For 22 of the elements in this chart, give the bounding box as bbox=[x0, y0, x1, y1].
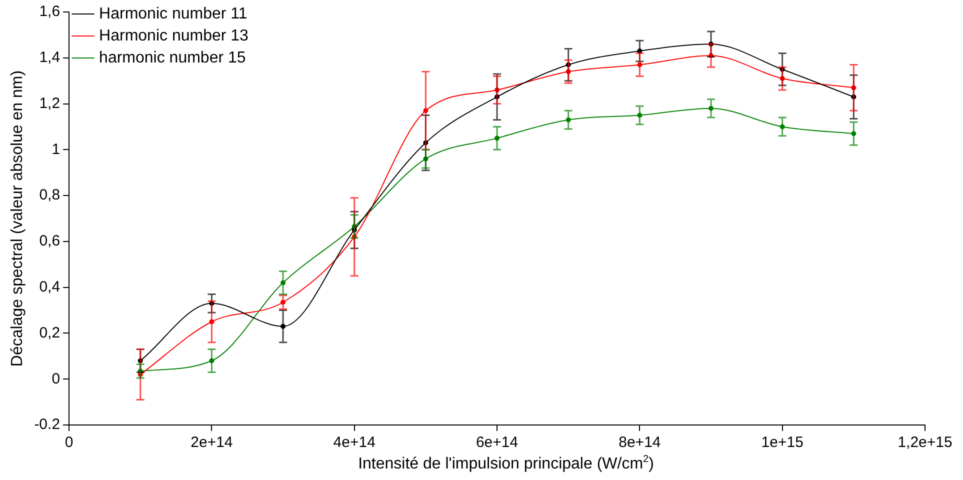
y-tick-label: 1,2 bbox=[39, 94, 60, 112]
y-tick-label: 0 bbox=[52, 370, 60, 388]
legend-label: Harmonic number 13 bbox=[99, 27, 249, 44]
x-tick-label: 1e+15 bbox=[761, 434, 804, 452]
legend-label: Harmonic number 11 bbox=[99, 5, 248, 22]
x-tick-label: 2e+14 bbox=[190, 434, 233, 452]
legend-label: harmonic number 15 bbox=[99, 49, 246, 66]
x-tick-label: 0 bbox=[64, 434, 74, 452]
y-tick-label: 1 bbox=[52, 140, 60, 158]
y-tick-label: 0,4 bbox=[39, 278, 60, 296]
x-tick-label: 4e+14 bbox=[333, 434, 376, 452]
x-axis-title: Intensité de l'impulsion principale (W/cm$^{2}$) bbox=[357, 454, 655, 474]
y-tick-label: 0,8 bbox=[39, 186, 60, 204]
x-tick-label: 8e+14 bbox=[618, 434, 661, 452]
y-tick-label: 0,6 bbox=[39, 232, 60, 250]
y-tick-label: 1,4 bbox=[39, 49, 60, 66]
y-axis-title: Décalage spectral (valeur absolue en nm) bbox=[9, 70, 26, 367]
y-tick-label: 1,6 bbox=[39, 3, 60, 20]
x-tick-label: 6e+14 bbox=[476, 434, 518, 452]
y-tick-label: -0.2 bbox=[34, 416, 60, 434]
y-tick-label: 0,2 bbox=[39, 324, 60, 342]
x-tick-label: 1,2e+15 bbox=[898, 434, 952, 452]
